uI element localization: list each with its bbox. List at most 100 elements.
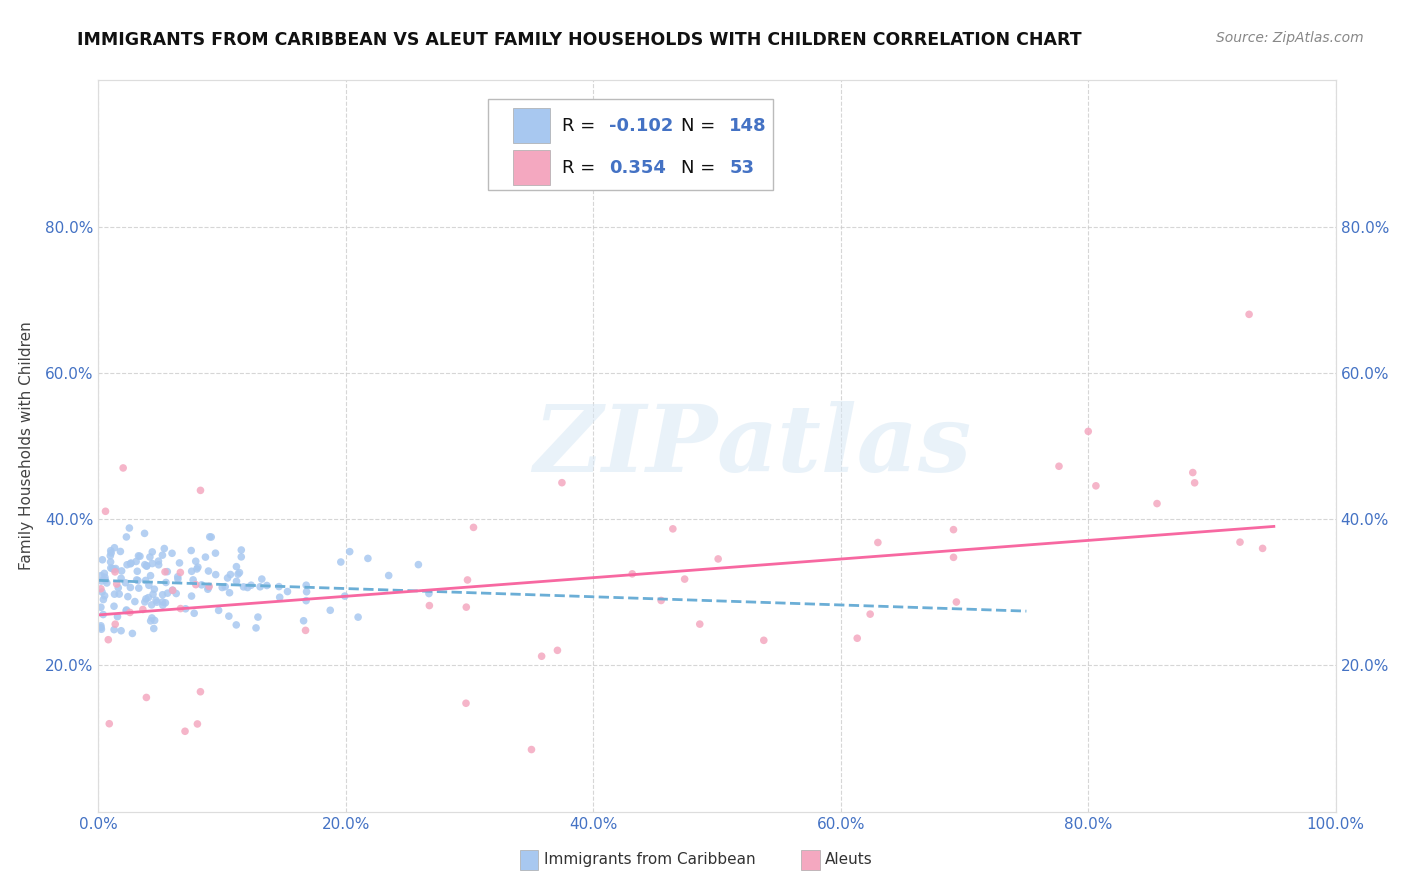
- Point: [418, 599, 440, 613]
- Point: [97, 632, 120, 647]
- Point: [90, 582, 112, 596]
- Point: [93, 589, 115, 603]
- Point: [115, 530, 138, 544]
- Text: N =: N =: [681, 159, 721, 177]
- Point: [142, 587, 165, 601]
- Point: [152, 595, 174, 609]
- Point: [138, 591, 160, 605]
- Point: [219, 567, 242, 582]
- Point: [107, 581, 129, 595]
- Bar: [513, 150, 550, 186]
- Point: [180, 543, 202, 558]
- Point: [707, 552, 730, 566]
- Point: [162, 583, 184, 598]
- Point: [110, 624, 132, 638]
- Point: [214, 580, 236, 594]
- Point: [295, 584, 318, 599]
- Point: [128, 581, 150, 595]
- Point: [91, 585, 114, 599]
- Point: [276, 584, 298, 599]
- Text: 148: 148: [730, 117, 768, 135]
- Point: [90, 600, 112, 615]
- Point: [197, 581, 219, 595]
- Point: [232, 580, 254, 594]
- Point: [132, 602, 155, 616]
- Point: [141, 545, 163, 559]
- Point: [945, 595, 967, 609]
- Point: [187, 560, 209, 574]
- Point: [98, 716, 121, 731]
- Point: [377, 568, 399, 582]
- Point: [198, 579, 221, 593]
- Point: [152, 548, 174, 562]
- Point: [662, 522, 685, 536]
- Point: [139, 549, 162, 564]
- Point: [143, 582, 166, 597]
- Point: [859, 607, 882, 621]
- Point: [292, 614, 315, 628]
- Point: [141, 557, 163, 571]
- Point: [347, 610, 370, 624]
- Point: [135, 558, 157, 573]
- Point: [142, 622, 165, 636]
- Point: [546, 643, 568, 657]
- Point: [752, 633, 775, 648]
- Point: [139, 568, 162, 582]
- Point: [246, 610, 269, 624]
- Point: [673, 572, 696, 586]
- Point: [134, 558, 156, 572]
- Point: [127, 574, 149, 588]
- Point: [457, 573, 479, 587]
- Point: [408, 558, 430, 572]
- Point: [91, 607, 114, 622]
- Point: [107, 609, 129, 624]
- Point: [184, 577, 207, 591]
- Point: [135, 559, 157, 574]
- Point: [101, 561, 124, 575]
- Point: [111, 564, 134, 578]
- Point: [91, 553, 114, 567]
- Point: [1251, 541, 1274, 556]
- Point: [118, 606, 141, 620]
- Point: [218, 609, 240, 624]
- Point: [108, 587, 131, 601]
- Point: [104, 561, 127, 575]
- Point: [155, 596, 177, 610]
- Point: [156, 565, 179, 579]
- Point: [103, 562, 125, 576]
- Point: [218, 586, 240, 600]
- Point: [650, 593, 672, 607]
- Point: [160, 546, 183, 560]
- Point: [181, 573, 204, 587]
- Text: -0.102: -0.102: [609, 117, 673, 135]
- Point: [194, 550, 217, 565]
- Point: [129, 549, 152, 564]
- Point: [329, 555, 352, 569]
- Point: [269, 591, 291, 605]
- Point: [90, 574, 112, 588]
- Point: [93, 592, 115, 607]
- Text: IMMIGRANTS FROM CARIBBEAN VS ALEUT FAMILY HOUSEHOLDS WITH CHILDREN CORRELATION C: IMMIGRANTS FROM CARIBBEAN VS ALEUT FAMIL…: [77, 31, 1083, 49]
- Point: [183, 607, 205, 621]
- Point: [103, 587, 125, 601]
- Point: [1229, 535, 1251, 549]
- Point: [169, 556, 191, 570]
- Point: [145, 593, 167, 607]
- Point: [127, 549, 149, 563]
- Point: [228, 566, 250, 580]
- Point: [1146, 497, 1168, 511]
- Point: [1237, 307, 1260, 321]
- Point: [103, 541, 125, 555]
- Point: [250, 572, 273, 586]
- Text: ZIP: ZIP: [533, 401, 717, 491]
- Point: [112, 461, 135, 475]
- Point: [153, 541, 176, 556]
- Point: [93, 566, 115, 581]
- Point: [942, 550, 965, 565]
- Point: [866, 535, 889, 549]
- Point: [115, 603, 138, 617]
- Point: [115, 604, 138, 618]
- Point: [217, 571, 239, 585]
- Point: [530, 649, 553, 664]
- Point: [463, 520, 485, 534]
